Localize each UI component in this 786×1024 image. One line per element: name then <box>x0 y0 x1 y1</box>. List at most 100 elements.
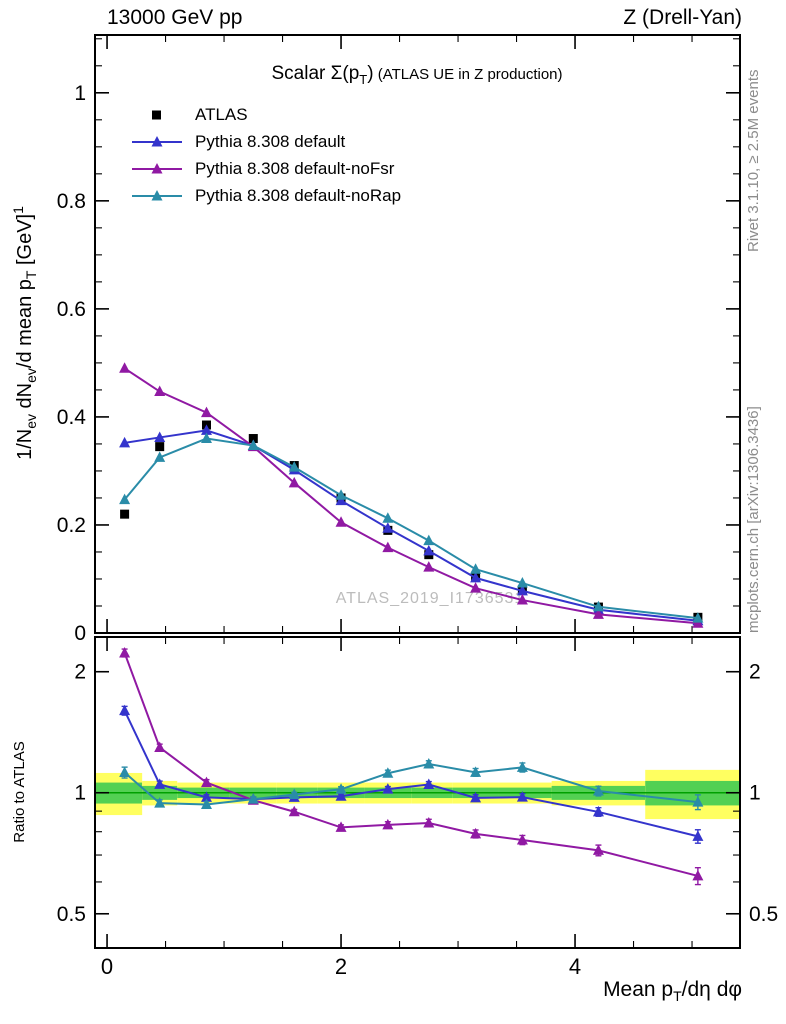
marker-triangle <box>382 783 394 794</box>
marker-square <box>120 509 130 519</box>
marker-triangle <box>382 767 394 778</box>
tick-labels: 0 0.2 0.4 0.6 0.8 1 0 2 4 0.5 0.5 1 1 2 2 <box>57 82 778 979</box>
marker-triangle <box>592 600 604 612</box>
marker-triangle <box>423 544 435 556</box>
marker-triangle <box>592 608 604 619</box>
marker-triangle <box>470 791 482 803</box>
marker-triangle <box>119 766 131 777</box>
marker-triangle <box>154 385 166 397</box>
side-note-rivet: Rivet 3.1.10, ≥ 2.5M events <box>745 70 762 253</box>
marker-triangle <box>382 541 394 553</box>
tick-label: 2 <box>335 954 347 979</box>
marker-triangle <box>200 798 212 809</box>
marker-triangle <box>119 493 131 505</box>
tick-label: 0 <box>101 954 113 979</box>
atlas-square-marker-icon <box>152 110 161 120</box>
marker-triangle <box>200 432 212 444</box>
main-frame <box>94 34 741 634</box>
series-line <box>123 762 698 806</box>
marker-triangle <box>470 582 482 593</box>
marker-triangle <box>288 461 300 472</box>
legend-label-pythia-norap: Pythia 8.308 default-noRap <box>195 186 402 205</box>
series-line <box>124 367 698 625</box>
tick-label: 0.4 <box>57 406 87 429</box>
marker-triangle <box>692 796 704 807</box>
marker-triangle <box>692 869 704 881</box>
marker-triangle <box>423 757 435 769</box>
legend-label-pythia-default: Pythia 8.308 default <box>195 132 346 151</box>
marker-triangle <box>288 805 300 817</box>
tick-label: 0.5 <box>749 903 778 926</box>
marker-triangle <box>154 741 166 752</box>
marker-triangle <box>470 563 482 574</box>
marker-triangle <box>154 451 166 462</box>
axes-frame <box>94 34 741 949</box>
y-axis-label: 1/Nev dNev/d mean pT [GeV]1 <box>10 206 39 460</box>
marker-triangle <box>470 827 482 839</box>
watermark: ATLAS_2019_I1736531 <box>336 590 525 607</box>
marker-triangle <box>119 704 131 716</box>
marker-triangle <box>335 783 347 794</box>
marker-triangle <box>154 797 166 808</box>
marker-triangle <box>200 776 212 788</box>
marker-triangle <box>335 516 347 527</box>
marker-triangle <box>423 534 435 546</box>
line-triangle-marker-icon <box>132 190 182 201</box>
tick-label: 2 <box>749 661 761 684</box>
legend-item-pythia-norap: Pythia 8.308 default-noRap <box>130 186 402 205</box>
marker-triangle <box>119 646 131 658</box>
tick-label: 1 <box>74 782 86 805</box>
legend: ATLAS Pythia 8.308 default Pythia 8.308 … <box>130 105 402 205</box>
side-note-mcplots: mcplots.cern.ch [arXiv:1306.3436] <box>745 406 762 633</box>
marker-triangle <box>154 431 166 442</box>
marker-triangle <box>200 791 212 802</box>
legend-item-pythia-default: Pythia 8.308 default <box>130 132 401 151</box>
tick-label: 0 <box>74 622 86 645</box>
marker-triangle <box>247 439 259 451</box>
marker-triangle <box>516 594 528 605</box>
marker-triangle <box>470 571 482 583</box>
ratio-series <box>119 646 704 886</box>
marker-triangle <box>335 790 347 801</box>
series-line <box>124 429 698 622</box>
tick-label: 0.5 <box>57 903 86 926</box>
marker-triangle <box>516 761 528 772</box>
line-triangle-marker-icon <box>132 163 182 174</box>
marker-triangle <box>470 766 482 777</box>
marker-triangle <box>516 584 528 596</box>
legend-item-atlas: ATLAS <box>130 105 401 124</box>
tick-label: 0.6 <box>57 298 86 321</box>
tick-label: 0.2 <box>57 514 86 537</box>
marker-triangle <box>516 791 528 802</box>
marker-triangle <box>200 424 212 435</box>
marker-triangle <box>423 816 435 828</box>
marker-triangle <box>119 436 131 448</box>
marker-triangle <box>692 612 704 623</box>
x-axis-label: Mean pT/dη dφ <box>603 978 742 1004</box>
ratio-axis-label: Ratio to ATLAS <box>11 741 28 842</box>
marker-triangle <box>382 512 394 523</box>
line-triangle-marker-icon <box>132 136 182 147</box>
marker-triangle <box>592 805 604 817</box>
legend-label-pythia-nofsr: Pythia 8.308 default-noFsr <box>195 159 395 178</box>
marker-triangle <box>382 522 394 533</box>
marker-triangle <box>247 793 259 804</box>
marker-square <box>155 442 165 452</box>
marker-triangle <box>692 830 704 841</box>
marker-triangle <box>335 494 347 506</box>
marker-square <box>248 434 258 444</box>
tick-label: 2 <box>74 661 86 684</box>
tick-label: 4 <box>569 954 581 979</box>
tick-label: 1 <box>749 782 761 805</box>
marker-triangle <box>516 577 528 588</box>
header-beam-energy: 13000 GeV pp <box>107 6 242 29</box>
marker-triangle <box>335 489 347 500</box>
main-series <box>119 362 704 628</box>
marker-triangle <box>516 833 528 845</box>
header-process: Z (Drell-Yan) <box>623 6 742 29</box>
marker-triangle <box>335 821 347 832</box>
legend-item-pythia-nofsr: Pythia 8.308 default-noFsr <box>130 159 401 178</box>
plot-title: Scalar Σ(pT) (ATLAS UE in Z production) <box>271 63 562 87</box>
